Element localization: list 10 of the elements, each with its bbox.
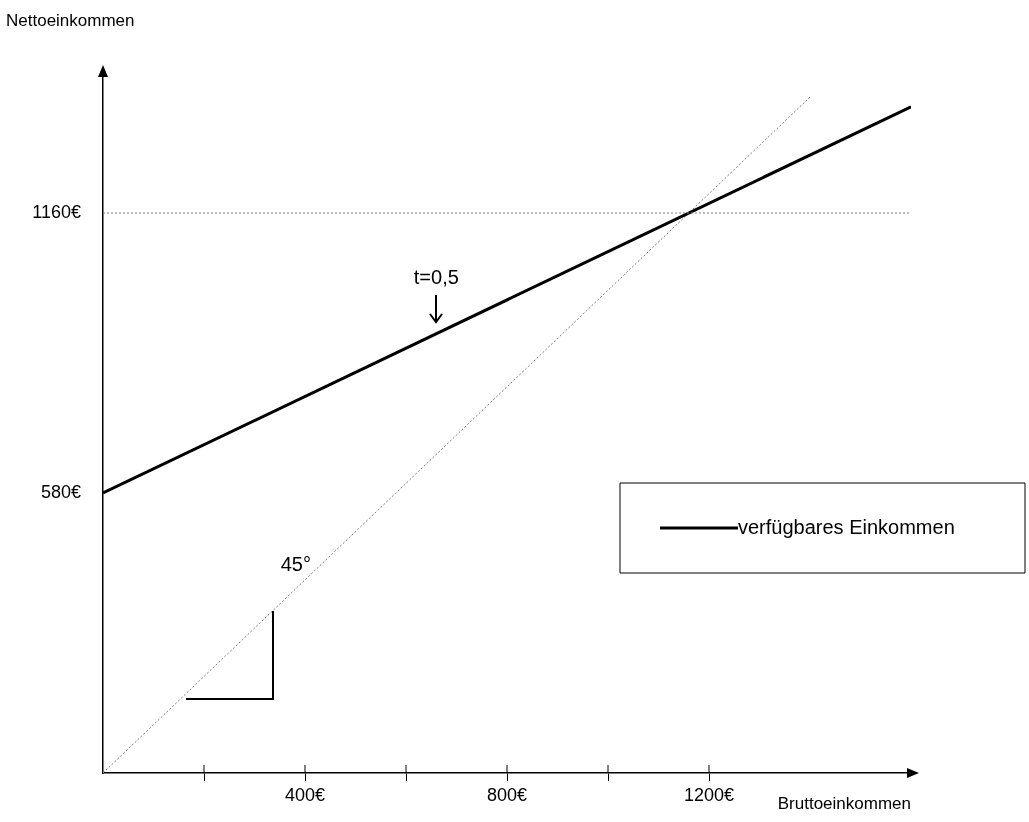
annotation: t=0,5 — [413, 265, 459, 288]
y-tick-label: 580€ — [40, 481, 81, 502]
annotation: 45° — [280, 552, 311, 575]
x-axis-title: Bruttoeinkommen — [777, 794, 911, 813]
x-tick-label: 800€ — [486, 784, 528, 805]
y-tick-label: 1160€ — [32, 201, 81, 222]
y-axis-title: Nettoeinkommen — [6, 11, 135, 30]
x-tick-label: 400€ — [284, 784, 326, 805]
x-tick-label: 1200€ — [683, 784, 735, 805]
legend-label: verfügbares Einkommen — [738, 515, 955, 538]
